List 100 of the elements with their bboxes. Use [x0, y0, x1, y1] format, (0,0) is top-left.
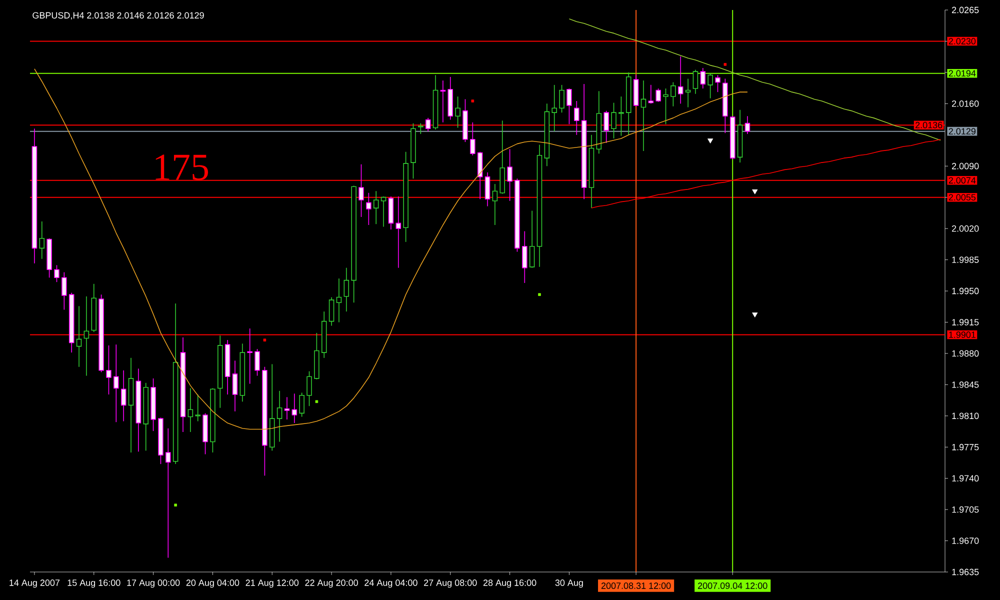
ref-line-label: 2.0136 — [916, 122, 942, 128]
y-tick-label: 1.9775 — [952, 444, 979, 450]
candlestick — [484, 172, 490, 207]
y-tick-label: 1.9915 — [952, 319, 979, 326]
candlestick — [306, 370, 312, 406]
annotation: 175 — [156, 154, 208, 180]
point — [708, 138, 714, 144]
candlestick — [232, 360, 238, 412]
candlestick — [344, 267, 350, 312]
candlestick — [440, 80, 446, 123]
candlestick — [663, 88, 668, 125]
candlestick — [328, 296, 334, 326]
candlestick — [656, 88, 661, 102]
y-tick-label: 2.0265 — [952, 6, 979, 14]
y-tick-label: 2.0090 — [952, 162, 979, 170]
candlestick — [366, 192, 372, 226]
candlestick — [76, 306, 82, 368]
candlestick — [120, 370, 126, 422]
candlestick — [276, 390, 282, 442]
candlestick — [373, 190, 379, 224]
candlestick — [380, 196, 386, 228]
candlestick — [529, 210, 535, 268]
candlestick — [552, 84, 557, 132]
y-tick-label: 2.0020 — [952, 225, 979, 232]
point — [538, 293, 541, 296]
candlestick — [284, 396, 290, 420]
y-tick-label: 1.9670 — [952, 538, 979, 544]
candlestick — [336, 278, 342, 323]
candlestick — [358, 164, 364, 218]
ref-line-label: 2.0194 — [948, 70, 976, 77]
point — [752, 189, 758, 194]
candlestick — [62, 272, 67, 310]
point — [724, 63, 727, 66]
candlestick — [470, 122, 476, 156]
y-tick-label: 1.9740 — [952, 475, 979, 482]
x-tick-label: 20 Aug 04:00 — [186, 580, 240, 588]
chart-title: GBPUSD,H4 2.0138 2.0146 2.0126 2.0129 — [32, 12, 204, 20]
candlestick — [670, 82, 676, 107]
y-tick-label: 2.0160 — [952, 100, 979, 107]
candlestick — [708, 72, 713, 99]
candlestick — [559, 84, 564, 113]
x-tick-label: 2007.08.31 12:00 — [601, 582, 671, 589]
candlestick — [299, 392, 304, 418]
point — [263, 338, 266, 342]
ref-line-label: 1.9901 — [949, 332, 976, 338]
x-tick-label: 30 Aug — [555, 580, 583, 588]
ref-line-label: 2.0230 — [948, 38, 976, 44]
candlestick — [648, 84, 654, 104]
candlestick — [715, 74, 720, 92]
candlestick — [396, 196, 402, 268]
candlestick — [744, 116, 750, 134]
candlestick — [692, 69, 698, 94]
y-tick-label: 1.9705 — [952, 506, 979, 513]
candlestick — [455, 96, 460, 128]
ref-line-label: 2.0055 — [948, 194, 976, 201]
candlestick — [114, 344, 119, 423]
candlestick — [685, 78, 691, 108]
candlestick — [700, 68, 706, 89]
candlestick — [39, 221, 45, 260]
candlestick — [522, 230, 528, 284]
point — [315, 400, 318, 404]
candlestick — [166, 428, 171, 558]
x-tick-label: 15 Aug 16:00 — [68, 580, 120, 588]
candlestick — [618, 96, 624, 136]
candlestick — [188, 388, 194, 432]
candlestick — [254, 348, 260, 376]
y-tick-label: 1.9880 — [952, 350, 979, 357]
candlestick — [418, 122, 424, 134]
candlestick — [492, 184, 498, 226]
x-tick-label: 2007.09.04 12:00 — [698, 582, 768, 589]
ref-line-label: 2.0129 — [948, 128, 976, 135]
x-tick-label: 14 Aug 2007 — [10, 580, 60, 588]
y-tick-label: 1.9810 — [952, 412, 979, 420]
x-tick-label: 22 Aug 20:00 — [305, 580, 358, 588]
candlestick — [292, 393, 298, 424]
candlestick — [247, 328, 252, 384]
candlestick — [574, 100, 580, 136]
x-tick-label: 17 Aug 00:00 — [127, 580, 180, 588]
x-tick-label: 28 Aug 16:00 — [483, 580, 536, 588]
point — [471, 100, 474, 102]
candlestick — [84, 296, 90, 376]
candlestick — [195, 394, 200, 422]
y-tick-label: 1.9985 — [952, 256, 979, 263]
candlestick — [566, 88, 572, 125]
candlestick — [54, 264, 60, 282]
ref-line-label: 2.0074 — [948, 177, 976, 184]
candlestick — [425, 118, 431, 132]
candlestick — [611, 102, 616, 139]
y-tick-label: 1.9845 — [952, 381, 979, 388]
x-tick-label: 24 Aug 04:00 — [364, 580, 418, 588]
candlestick — [604, 110, 609, 144]
y-tick-label: 1.9950 — [952, 288, 979, 294]
point — [752, 312, 758, 318]
x-tick-label: 21 Aug 12:00 — [246, 580, 299, 588]
candlestick — [507, 148, 512, 202]
candlestick — [678, 56, 684, 104]
x-tick-label: 27 Aug 08:00 — [424, 580, 477, 588]
candlestick — [106, 345, 112, 395]
y-tick-label: 1.9635 — [952, 568, 979, 576]
point — [174, 504, 177, 506]
